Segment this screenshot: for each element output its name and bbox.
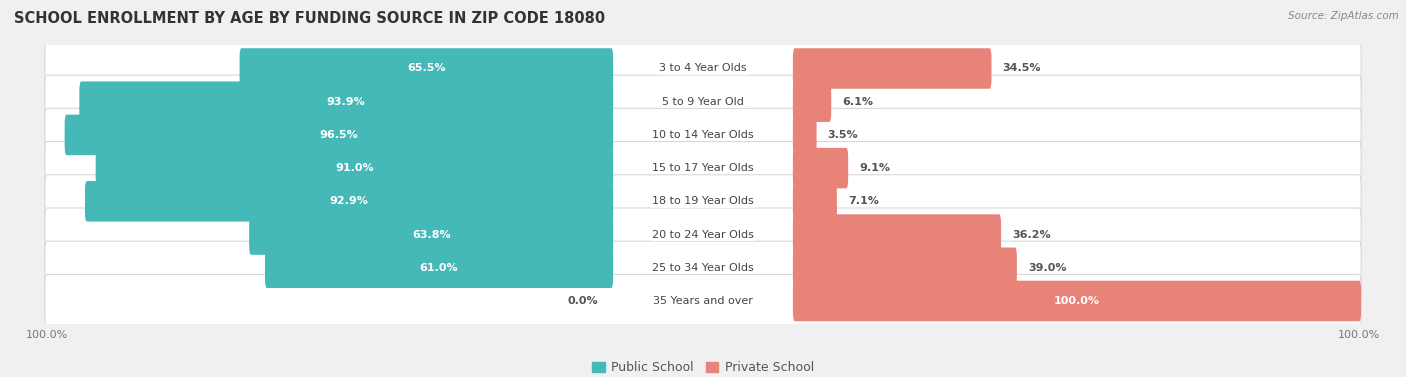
FancyBboxPatch shape (45, 42, 1361, 95)
FancyBboxPatch shape (793, 48, 991, 89)
FancyBboxPatch shape (793, 248, 1017, 288)
Text: 34.5%: 34.5% (1002, 63, 1042, 74)
FancyBboxPatch shape (45, 141, 1361, 195)
Text: 61.0%: 61.0% (420, 263, 458, 273)
FancyBboxPatch shape (793, 281, 1361, 321)
FancyBboxPatch shape (96, 148, 613, 188)
FancyBboxPatch shape (45, 175, 1361, 228)
FancyBboxPatch shape (793, 181, 837, 222)
Text: 65.5%: 65.5% (408, 63, 446, 74)
FancyBboxPatch shape (79, 81, 613, 122)
FancyBboxPatch shape (793, 115, 817, 155)
Text: 5 to 9 Year Old: 5 to 9 Year Old (662, 97, 744, 107)
Text: 6.1%: 6.1% (842, 97, 873, 107)
FancyBboxPatch shape (239, 48, 613, 89)
FancyBboxPatch shape (793, 214, 1001, 255)
FancyBboxPatch shape (84, 181, 613, 222)
Text: 93.9%: 93.9% (326, 97, 366, 107)
Text: SCHOOL ENROLLMENT BY AGE BY FUNDING SOURCE IN ZIP CODE 18080: SCHOOL ENROLLMENT BY AGE BY FUNDING SOUR… (14, 11, 605, 26)
Text: 18 to 19 Year Olds: 18 to 19 Year Olds (652, 196, 754, 206)
FancyBboxPatch shape (45, 274, 1361, 328)
FancyBboxPatch shape (793, 81, 831, 122)
Text: 100.0%: 100.0% (1054, 296, 1099, 306)
Text: 63.8%: 63.8% (412, 230, 450, 239)
Legend: Public School, Private School: Public School, Private School (588, 356, 818, 377)
Text: 9.1%: 9.1% (859, 163, 890, 173)
FancyBboxPatch shape (793, 148, 848, 188)
FancyBboxPatch shape (45, 241, 1361, 294)
Text: 91.0%: 91.0% (335, 163, 374, 173)
Text: 3.5%: 3.5% (828, 130, 858, 140)
Text: 10 to 14 Year Olds: 10 to 14 Year Olds (652, 130, 754, 140)
Text: 3 to 4 Year Olds: 3 to 4 Year Olds (659, 63, 747, 74)
FancyBboxPatch shape (45, 108, 1361, 161)
FancyBboxPatch shape (45, 75, 1361, 128)
FancyBboxPatch shape (264, 248, 613, 288)
Text: 35 Years and over: 35 Years and over (652, 296, 754, 306)
FancyBboxPatch shape (45, 208, 1361, 261)
Text: Source: ZipAtlas.com: Source: ZipAtlas.com (1288, 11, 1399, 21)
Text: 15 to 17 Year Olds: 15 to 17 Year Olds (652, 163, 754, 173)
Text: 39.0%: 39.0% (1028, 263, 1067, 273)
FancyBboxPatch shape (249, 214, 613, 255)
Text: 0.0%: 0.0% (568, 296, 598, 306)
Text: 92.9%: 92.9% (329, 196, 368, 206)
FancyBboxPatch shape (65, 115, 613, 155)
Text: 96.5%: 96.5% (319, 130, 359, 140)
Text: 36.2%: 36.2% (1012, 230, 1050, 239)
Text: 25 to 34 Year Olds: 25 to 34 Year Olds (652, 263, 754, 273)
Text: 7.1%: 7.1% (848, 196, 879, 206)
Text: 20 to 24 Year Olds: 20 to 24 Year Olds (652, 230, 754, 239)
